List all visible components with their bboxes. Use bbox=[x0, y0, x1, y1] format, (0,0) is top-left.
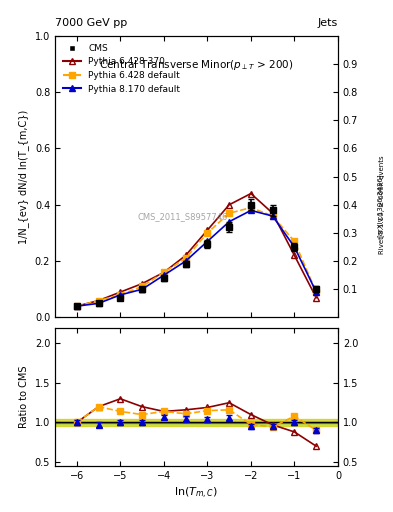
Text: Jets: Jets bbox=[318, 18, 338, 28]
Bar bbox=[55, 419, 338, 425]
X-axis label: $\ln(T_{m,C})$: $\ln(T_{m,C})$ bbox=[174, 486, 219, 501]
Text: CMS_2011_S8957746: CMS_2011_S8957746 bbox=[137, 212, 228, 221]
Text: [arXiv:1306.3436]: [arXiv:1306.3436] bbox=[376, 173, 383, 237]
Legend: CMS, Pythia 6.428 370, Pythia 6.428 default, Pythia 8.170 default: CMS, Pythia 6.428 370, Pythia 6.428 defa… bbox=[59, 40, 184, 97]
Y-axis label: Ratio to CMS: Ratio to CMS bbox=[19, 366, 29, 428]
Y-axis label: 1/N_{ev} dN/d ln(T_{m,C}): 1/N_{ev} dN/d ln(T_{m,C}) bbox=[18, 110, 29, 244]
Text: 7000 GeV pp: 7000 GeV pp bbox=[55, 18, 127, 28]
Bar bbox=[55, 422, 338, 423]
Text: Rivet 3.1.10, ≥ 600k events: Rivet 3.1.10, ≥ 600k events bbox=[379, 156, 385, 254]
Text: Central Transverse Minor($p_{\perp T}$ > 200): Central Transverse Minor($p_{\perp T}$ >… bbox=[99, 58, 294, 72]
